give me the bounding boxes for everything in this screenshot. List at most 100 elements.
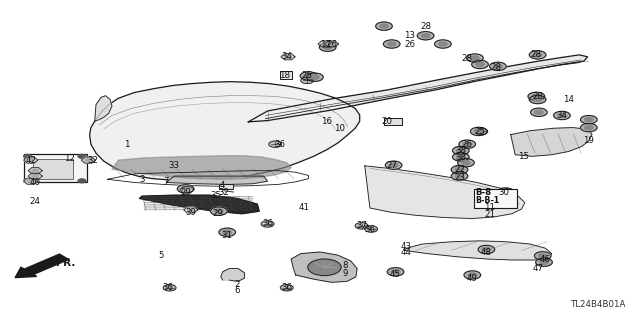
Text: 14: 14 [563, 95, 574, 104]
Text: 43: 43 [401, 242, 412, 251]
Circle shape [269, 141, 282, 147]
Polygon shape [291, 252, 357, 282]
Circle shape [311, 75, 319, 79]
Text: 12: 12 [63, 154, 75, 163]
Circle shape [580, 123, 597, 132]
Text: 27: 27 [386, 161, 397, 170]
Circle shape [422, 34, 430, 38]
Circle shape [451, 172, 468, 180]
Circle shape [211, 207, 227, 215]
Circle shape [467, 54, 483, 62]
Text: 28: 28 [532, 92, 543, 101]
Circle shape [464, 271, 481, 279]
Circle shape [388, 42, 396, 46]
Circle shape [385, 161, 402, 169]
Polygon shape [166, 176, 268, 184]
Circle shape [380, 24, 388, 28]
Circle shape [483, 248, 491, 251]
Polygon shape [318, 41, 332, 47]
Polygon shape [24, 157, 38, 163]
Circle shape [383, 40, 400, 48]
Polygon shape [112, 156, 291, 179]
Circle shape [463, 142, 472, 146]
Text: 49: 49 [467, 274, 477, 283]
Text: 32: 32 [218, 188, 230, 197]
Circle shape [261, 221, 274, 227]
Polygon shape [28, 167, 42, 174]
Circle shape [451, 166, 468, 174]
Text: 24: 24 [29, 197, 41, 206]
Polygon shape [184, 207, 198, 213]
Polygon shape [95, 96, 112, 121]
Text: 6: 6 [234, 286, 239, 295]
Text: 34: 34 [281, 52, 292, 61]
Text: 25: 25 [301, 71, 313, 80]
Text: 13: 13 [404, 31, 415, 40]
Text: 18: 18 [279, 71, 291, 80]
Text: 28: 28 [420, 22, 431, 31]
Text: 5: 5 [159, 251, 164, 260]
Circle shape [184, 188, 190, 191]
Text: 4: 4 [220, 181, 225, 190]
Circle shape [459, 140, 476, 148]
Text: 15: 15 [518, 152, 529, 161]
Text: 10: 10 [333, 124, 345, 133]
Polygon shape [140, 195, 259, 214]
Circle shape [24, 179, 31, 183]
Circle shape [475, 128, 488, 135]
Circle shape [439, 42, 447, 46]
Circle shape [554, 111, 570, 120]
Text: 26: 26 [461, 140, 473, 149]
Circle shape [529, 51, 546, 59]
Circle shape [391, 270, 399, 274]
Text: 28: 28 [490, 63, 502, 72]
Circle shape [470, 127, 487, 136]
Polygon shape [24, 178, 38, 184]
Circle shape [280, 285, 293, 291]
Circle shape [534, 53, 541, 57]
Text: 41: 41 [298, 204, 310, 212]
Circle shape [304, 74, 313, 78]
Bar [384, 118, 402, 125]
Text: B-8: B-8 [476, 188, 492, 197]
Text: 42: 42 [25, 156, 36, 165]
Text: 1: 1 [124, 140, 129, 149]
Text: 2: 2 [234, 280, 239, 289]
Bar [219, 184, 233, 189]
Circle shape [535, 110, 543, 114]
Circle shape [387, 268, 404, 276]
Circle shape [308, 259, 341, 276]
Text: 28: 28 [531, 50, 542, 59]
Text: 40: 40 [29, 178, 41, 187]
Polygon shape [281, 54, 295, 60]
Circle shape [476, 62, 484, 67]
Text: 17: 17 [319, 40, 331, 48]
Polygon shape [221, 269, 244, 281]
Polygon shape [248, 55, 588, 122]
Circle shape [24, 154, 31, 158]
Circle shape [539, 254, 547, 258]
Text: 38: 38 [455, 153, 467, 162]
Bar [280, 71, 292, 79]
Text: 44: 44 [401, 248, 412, 257]
Bar [24, 154, 87, 182]
Circle shape [85, 159, 92, 162]
Circle shape [300, 72, 317, 80]
Polygon shape [28, 173, 42, 179]
Text: 26: 26 [404, 40, 415, 48]
Circle shape [163, 285, 176, 291]
Text: 21: 21 [484, 210, 495, 219]
Circle shape [456, 155, 465, 159]
Circle shape [452, 146, 469, 155]
Circle shape [534, 252, 551, 260]
Circle shape [468, 273, 476, 277]
Circle shape [478, 245, 495, 254]
Circle shape [458, 159, 474, 167]
Circle shape [307, 73, 323, 81]
Text: 28: 28 [461, 54, 473, 63]
Circle shape [529, 95, 546, 104]
Text: 7: 7 [164, 177, 169, 186]
Circle shape [536, 258, 552, 266]
Circle shape [502, 190, 510, 194]
Circle shape [472, 60, 488, 69]
